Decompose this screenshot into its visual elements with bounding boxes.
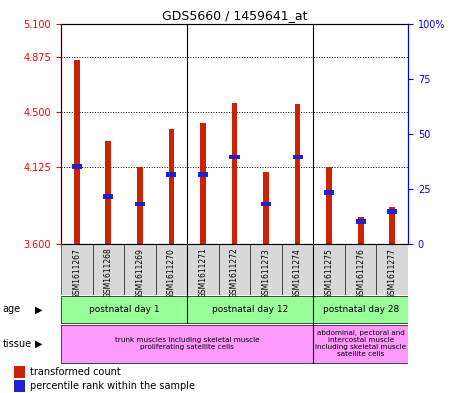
Bar — [377, 244, 408, 295]
Bar — [387, 209, 397, 214]
Bar — [229, 155, 240, 160]
Text: GSM1611273: GSM1611273 — [262, 248, 271, 299]
Bar — [156, 244, 187, 295]
Text: age: age — [2, 305, 21, 314]
Text: ▶: ▶ — [35, 339, 43, 349]
Text: postnatal day 28: postnatal day 28 — [323, 305, 399, 314]
Bar — [219, 244, 250, 295]
Bar — [124, 244, 156, 295]
Bar — [61, 296, 187, 323]
Bar — [356, 219, 366, 224]
Bar — [61, 244, 92, 295]
Bar — [14, 366, 25, 378]
Bar — [187, 296, 313, 323]
Text: trunk muscles including skeletal muscle
proliferating satellite cells: trunk muscles including skeletal muscle … — [115, 337, 259, 351]
Bar — [324, 190, 334, 195]
Bar — [187, 244, 219, 295]
Bar — [166, 173, 176, 177]
Bar — [282, 244, 313, 295]
Bar — [389, 207, 395, 244]
Text: GSM1611274: GSM1611274 — [293, 248, 302, 299]
Bar — [313, 325, 408, 363]
Bar — [358, 217, 363, 244]
Text: abdominal, pectoral and
intercostal muscle
including skeletal muscle
satellite c: abdominal, pectoral and intercostal musc… — [315, 331, 406, 357]
Text: postnatal day 1: postnatal day 1 — [89, 305, 159, 314]
Bar — [135, 202, 145, 206]
Bar — [345, 244, 377, 295]
Text: percentile rank within the sample: percentile rank within the sample — [30, 381, 195, 391]
Text: GSM1611276: GSM1611276 — [356, 248, 365, 299]
Text: GSM1611277: GSM1611277 — [388, 248, 397, 299]
Bar — [250, 244, 282, 295]
Text: tissue: tissue — [2, 339, 31, 349]
Bar — [14, 380, 25, 391]
Text: GSM1611270: GSM1611270 — [167, 248, 176, 299]
Text: GSM1611272: GSM1611272 — [230, 248, 239, 299]
Text: ▶: ▶ — [35, 305, 43, 314]
Bar — [198, 173, 208, 177]
Bar — [326, 167, 332, 244]
Bar — [263, 172, 269, 244]
Title: GDS5660 / 1459641_at: GDS5660 / 1459641_at — [162, 9, 307, 22]
Bar — [261, 202, 271, 206]
Text: postnatal day 12: postnatal day 12 — [212, 305, 288, 314]
Bar — [313, 244, 345, 295]
Bar — [103, 195, 113, 199]
Bar — [74, 60, 80, 244]
Bar — [168, 129, 174, 244]
Bar — [61, 325, 313, 363]
Bar — [295, 104, 301, 244]
Bar — [313, 296, 408, 323]
Bar — [137, 167, 143, 244]
Bar — [92, 244, 124, 295]
Text: GSM1611267: GSM1611267 — [72, 248, 81, 299]
Text: GSM1611275: GSM1611275 — [325, 248, 333, 299]
Text: GSM1611271: GSM1611271 — [198, 248, 207, 299]
Text: GSM1611269: GSM1611269 — [136, 248, 144, 299]
Bar — [72, 164, 82, 169]
Text: GSM1611268: GSM1611268 — [104, 248, 113, 299]
Text: transformed count: transformed count — [30, 367, 121, 377]
Bar — [232, 103, 237, 244]
Bar — [293, 155, 303, 160]
Bar — [200, 123, 206, 244]
Bar — [106, 141, 111, 244]
